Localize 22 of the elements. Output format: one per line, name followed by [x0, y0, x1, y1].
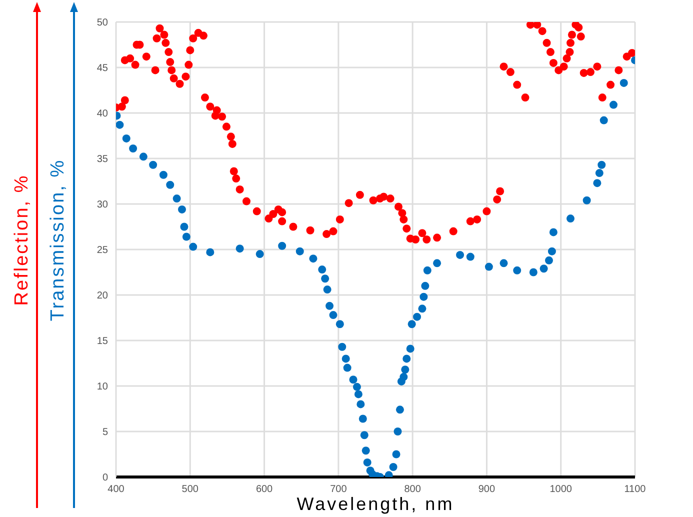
x-tick-label: 900 — [478, 484, 496, 496]
y-tick-label: 25 — [96, 245, 108, 256]
y-tick-label: 40 — [96, 108, 108, 120]
y-tick-label: 20 — [96, 290, 108, 302]
x-tick-label: 400 — [108, 484, 125, 496]
y-tick-label: 10 — [96, 382, 108, 393]
x-tick-label: 800 — [404, 484, 422, 496]
y-tick-label: 50 — [96, 18, 108, 29]
x-tick-label: 500 — [182, 484, 199, 496]
y-tick-label: 0 — [102, 472, 108, 484]
y-tick-label: 30 — [96, 200, 108, 211]
x-tick-label: 700 — [330, 484, 348, 496]
y-tick-label: 35 — [96, 154, 108, 166]
x-tick-label: 600 — [256, 484, 274, 496]
x-tick-label: 1100 — [624, 484, 646, 496]
y-tick-label: 15 — [96, 336, 108, 348]
x-tick-label: 1000 — [550, 484, 572, 496]
text: Reflection, % — [12, 174, 32, 306]
y-tick-label: 5 — [102, 427, 108, 438]
x-axis-title: Wavelength, nm — [296, 494, 454, 514]
y-tick-label: 45 — [96, 63, 108, 74]
text: Transmission, % — [48, 158, 68, 322]
